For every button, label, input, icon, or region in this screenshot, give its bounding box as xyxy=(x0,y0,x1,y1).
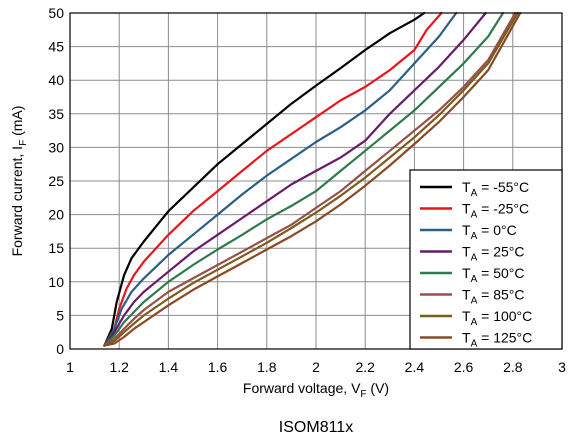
series-line-3 xyxy=(103,11,487,347)
legend-item: TA = 0°C xyxy=(420,222,517,242)
legend-label: TA = 85°C xyxy=(462,287,524,307)
y-tick-label: 50 xyxy=(48,5,64,21)
y-tick-label: 30 xyxy=(48,139,64,155)
legend-item: TA = 85°C xyxy=(420,287,524,307)
legend-item: TA = 25°C xyxy=(420,244,524,264)
x-tick-label: 2.4 xyxy=(405,359,425,375)
series-line-4 xyxy=(103,11,505,347)
y-tick-label: 45 xyxy=(48,39,64,55)
legend-box xyxy=(409,169,563,350)
legend-label: TA = 125°C xyxy=(462,330,532,350)
series-line-1 xyxy=(103,11,443,347)
x-tick-label: 1.4 xyxy=(159,359,179,375)
y-tick-label: 35 xyxy=(48,106,64,122)
legend-label: TA = -25°C xyxy=(462,201,529,221)
legend-label: TA = 25°C xyxy=(462,244,524,264)
legend-item: TA = -25°C xyxy=(420,201,529,221)
series-line-5 xyxy=(103,11,517,347)
y-tick-label: 25 xyxy=(48,173,64,189)
series-line-7 xyxy=(103,11,522,347)
y-tick-label: 15 xyxy=(48,240,64,256)
legend-item: TA = 50°C xyxy=(420,265,524,285)
x-axis-label: Forward voltage, VF (V) xyxy=(243,380,389,400)
y-tick-label: 20 xyxy=(48,207,64,223)
x-tick-label: 1.8 xyxy=(257,359,277,375)
x-tick-label: 1 xyxy=(66,359,74,375)
chart-caption: ISOM811x xyxy=(279,419,353,436)
x-tick-label: 2 xyxy=(312,359,320,375)
series-line-6 xyxy=(103,11,519,347)
legend-label: TA = 100°C xyxy=(462,308,532,328)
y-axis-label: Forward current, IF (mA) xyxy=(9,106,29,257)
x-tick-label: 3 xyxy=(558,359,566,375)
y-tick-label: 40 xyxy=(48,72,64,88)
x-tick-label: 2.6 xyxy=(454,359,474,375)
x-tick-label: 1.6 xyxy=(208,359,228,375)
legend-label: TA = 50°C xyxy=(462,265,524,285)
series-lines xyxy=(103,11,522,347)
legend-item: TA = 100°C xyxy=(420,308,532,328)
y-tick-label: 5 xyxy=(56,307,64,323)
series-line-2 xyxy=(103,11,458,347)
y-tick-label: 0 xyxy=(56,341,64,357)
legend-label: TA = -55°C xyxy=(462,179,529,199)
tick-labels: 1 1.2 1.4 1.6 1.8 2 2.2 2.4 2.6 2.8 30510152025303… xyxy=(48,5,566,375)
legend-item: TA = 125°C xyxy=(420,330,532,350)
x-tick-label: 2.2 xyxy=(355,359,375,375)
legend: TA = -55°CTA = -25°CTA = 0°CTA = 25°CTA … xyxy=(409,169,563,350)
legend-item: TA = -55°C xyxy=(420,179,529,199)
x-tick-label: 1.2 xyxy=(109,359,129,375)
legend-label: TA = 0°C xyxy=(462,222,517,242)
x-tick-label: 2.8 xyxy=(503,359,523,375)
series-line-0 xyxy=(103,11,426,347)
y-tick-label: 10 xyxy=(48,274,64,290)
